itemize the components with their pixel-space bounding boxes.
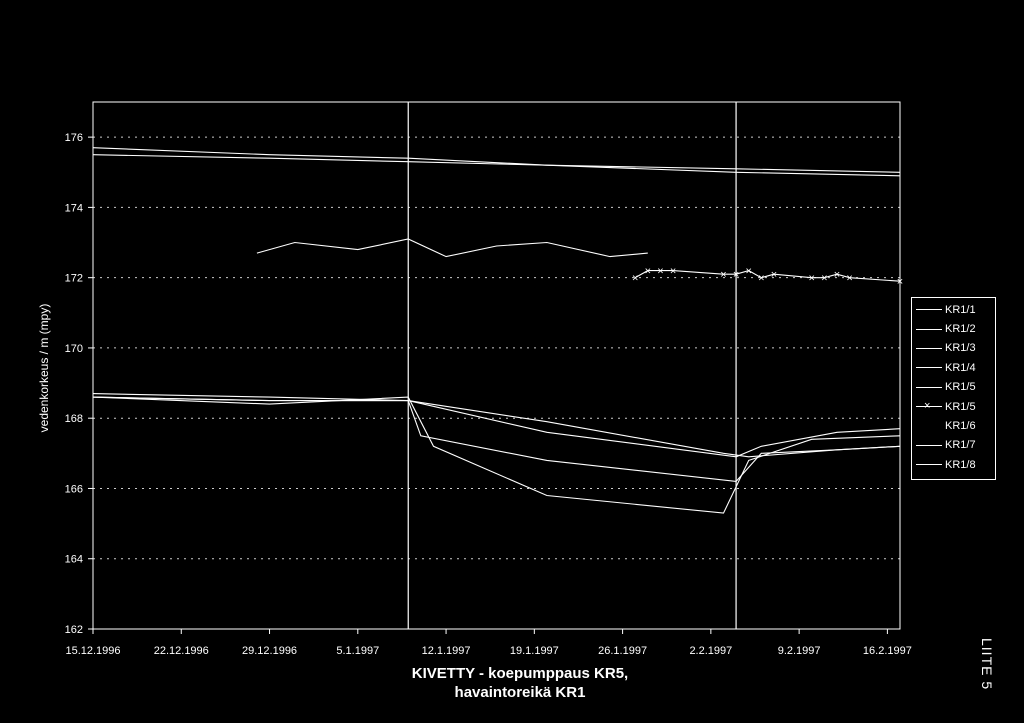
legend-line-swatch <box>916 444 942 446</box>
y-tick-label: 172 <box>65 273 83 285</box>
y-ticks: 162 164 166 168 170 172 174 176 <box>65 132 93 636</box>
series-line-kr1-5 <box>634 270 901 282</box>
series-line-kr1-4 <box>92 396 901 482</box>
series-point-marker: × <box>834 269 840 281</box>
legend-x-marker: × <box>924 400 931 413</box>
legend-item: KR1/5 <box>916 378 995 397</box>
x-tick-label: 12.1.1997 <box>422 645 471 657</box>
series-point-marker: × <box>758 273 764 285</box>
series-line-kr1-2 <box>92 154 901 173</box>
series-point-marker: × <box>821 273 827 285</box>
legend-item: KR1/8 <box>916 455 995 474</box>
legend-item: KR1/3 <box>916 339 995 358</box>
series-point-marker: × <box>733 269 739 281</box>
y-tick-label: 174 <box>65 202 83 214</box>
legend-label: KR1/2 <box>945 323 976 336</box>
legend-label: KR1/5 <box>945 400 976 413</box>
grid <box>93 136 900 560</box>
series-point-marker: × <box>645 266 651 278</box>
legend-item: KR1/1 <box>916 300 995 319</box>
series-line-kr1-7 <box>92 396 901 514</box>
legend-label: KR1/5 <box>945 381 976 394</box>
x-tick-label: 29.12.1996 <box>242 645 297 657</box>
legend-item: KR1/4 <box>916 358 995 377</box>
plot-area <box>92 101 901 630</box>
series-point-marker: × <box>657 266 663 278</box>
legend-label: KR1/8 <box>945 458 976 471</box>
series-point-marker: × <box>670 266 676 278</box>
y-tick-label: 162 <box>65 624 83 636</box>
y-tick-label: 168 <box>65 413 83 425</box>
y-tick-label: 164 <box>65 554 83 566</box>
legend-item: × KR1/5 <box>916 397 995 416</box>
y-axis-label: vedenkorkeus / m (mpy) <box>37 304 51 433</box>
x-tick-label: 19.1.1997 <box>510 645 559 657</box>
legend-item: KR1/6 <box>916 416 995 435</box>
legend-line-swatch <box>916 347 942 349</box>
legend-label: KR1/3 <box>945 342 976 355</box>
chart-title-line1: KIVETTY - koepumppaus KR5, <box>411 665 629 682</box>
x-tick-label: 15.12.1996 <box>65 645 120 657</box>
series-point-marker: × <box>720 269 726 281</box>
legend-label: KR1/6 <box>945 420 976 433</box>
series-point-marker: × <box>846 273 852 285</box>
series-line-kr1-8 <box>92 396 901 458</box>
x-tick-label: 22.12.1996 <box>154 645 209 657</box>
vertical-markers <box>407 102 737 629</box>
series-point-marker: × <box>632 273 638 285</box>
y-tick-label: 176 <box>65 132 83 144</box>
legend-line-swatch <box>916 309 942 311</box>
legend-line-swatch <box>916 464 942 466</box>
y-tick-label: 170 <box>65 343 83 355</box>
side-label: LIITE 5 <box>979 638 995 691</box>
y-tick-label: 166 <box>65 483 83 495</box>
series-line-kr1-1 <box>92 147 901 177</box>
series-point-marker: × <box>809 273 815 285</box>
legend-label: KR1/4 <box>945 361 976 374</box>
chart-subtitle: havaintoreikä KR1 <box>454 684 586 701</box>
legend-label: KR1/1 <box>945 303 976 316</box>
series-line-kr1-3 <box>256 238 648 258</box>
x-tick-label: 26.1.1997 <box>598 645 647 657</box>
series-line-kr1-5 <box>92 393 901 458</box>
series-point-marker: × <box>771 269 777 281</box>
series-point-marker: × <box>897 276 903 288</box>
legend-item: KR1/7 <box>916 436 995 455</box>
legend-line-swatch <box>916 386 942 388</box>
x-ticks: 15.12.1996 22.12.1996 29.12.1996 5.1.1997 12… <box>65 629 912 657</box>
x-tick-label: 9.2.1997 <box>778 645 821 657</box>
x-tick-label: 16.2.1997 <box>863 645 912 657</box>
legend-line-swatch <box>916 367 942 369</box>
legend-line-swatch <box>916 328 942 330</box>
series-point-marker: × <box>745 266 751 278</box>
x-tick-label: 5.1.1997 <box>336 645 379 657</box>
legend-item: KR1/2 <box>916 319 995 338</box>
legend: KR1/1 KR1/2 KR1/3 KR1/4 KR1/5 × KR1/5 KR1/6 KR1/… <box>911 297 996 480</box>
legend-line-swatch: × <box>916 400 942 412</box>
legend-label: KR1/7 <box>945 439 976 452</box>
x-tick-label: 2.2.1997 <box>689 645 732 657</box>
chart-title: KIVETTY - koepumppaus KR5, havaintoreikä… <box>390 664 650 702</box>
series-group: × × × × × × × × × × × × × × <box>92 147 903 514</box>
